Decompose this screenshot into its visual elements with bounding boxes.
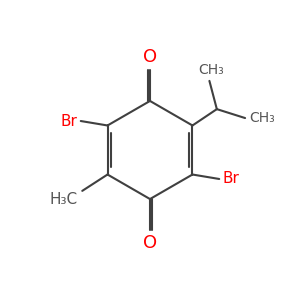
Text: CH₃: CH₃ [198, 63, 224, 77]
Text: Br: Br [60, 113, 77, 128]
Text: H₃C: H₃C [50, 192, 78, 207]
Text: Br: Br [223, 172, 240, 187]
Text: O: O [143, 234, 157, 252]
Text: O: O [143, 48, 157, 66]
Text: CH₃: CH₃ [250, 111, 275, 125]
